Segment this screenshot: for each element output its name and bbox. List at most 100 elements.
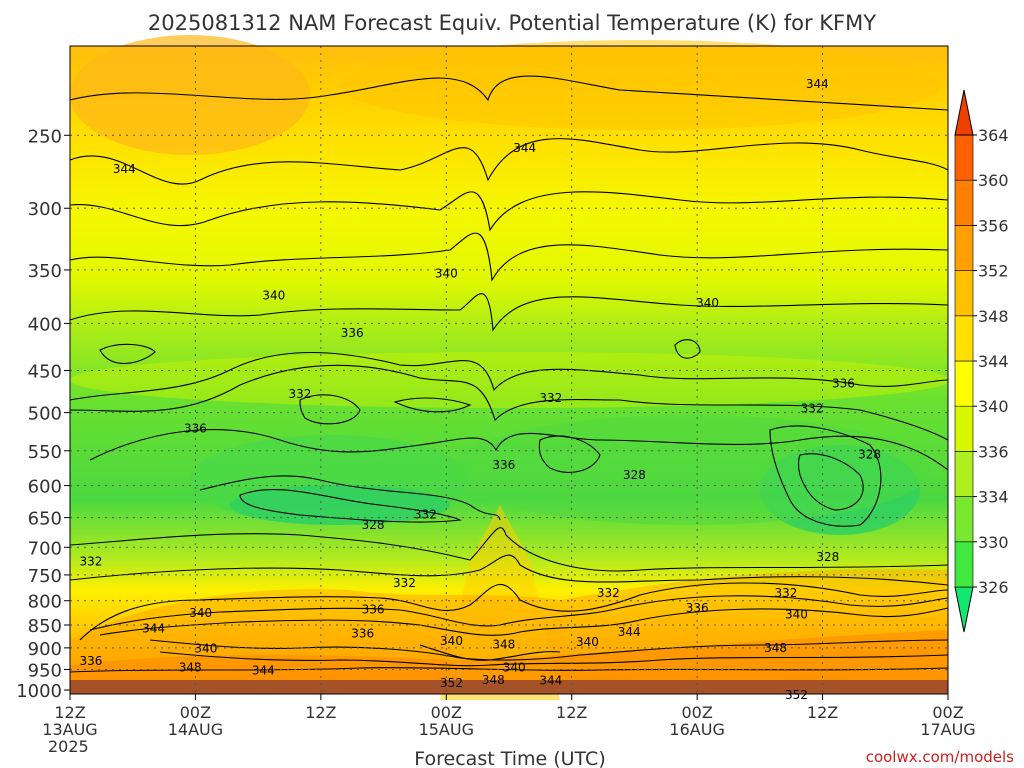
plot-area: 344 344 344 340 340 340 336 336 336 336 332 332 332 3… — [69, 35, 950, 702]
y-tick-label: 400 — [28, 314, 62, 335]
colorbar-tick-label: 360 — [978, 171, 1009, 190]
colorbar-segment — [954, 315, 974, 362]
x-tick-label: 17AUG — [920, 720, 975, 739]
contour-label: 340 — [576, 635, 599, 649]
contour-line — [69, 364, 949, 441]
y-tick-label: 650 — [28, 509, 62, 530]
colorbar-tick-label: 348 — [978, 307, 1009, 326]
x-axis-label: Forecast Time (UTC) — [414, 748, 605, 768]
y-tick-label: 550 — [28, 442, 62, 463]
colorbar-tick-label: 352 — [978, 262, 1009, 281]
contour-label: 344 — [806, 77, 829, 91]
contour-label: 336 — [79, 654, 102, 668]
contour-line — [393, 397, 472, 413]
contour-line — [89, 429, 949, 471]
x-tick-label: 15AUG — [419, 720, 474, 739]
terrain-band — [70, 680, 948, 694]
contour-label: 352 — [785, 688, 808, 702]
x-tick-label: 00Z — [431, 703, 462, 722]
contour-line — [199, 475, 501, 521]
contour-label: 332 — [393, 576, 416, 590]
contour-label: 328 — [816, 550, 839, 564]
colorbar-low-arrow — [954, 586, 974, 633]
x-tick-label: 13AUG — [42, 720, 97, 739]
contour-label: 352 — [440, 676, 463, 690]
contour-label: 344 — [142, 621, 165, 635]
x-tick-label: 14AUG — [168, 720, 223, 739]
contour-label: 332 — [597, 586, 620, 600]
contour-label: 336 — [351, 626, 374, 640]
y-tick-label: 450 — [28, 361, 62, 382]
y-tick-label: 250 — [28, 126, 62, 147]
y-tick-label: 700 — [28, 538, 62, 559]
contour-label: 336 — [832, 377, 855, 391]
contour-line — [419, 644, 561, 661]
x-tick-label: 12Z — [807, 703, 838, 722]
y-tick-label: 500 — [28, 404, 62, 425]
colorbar-tick-label: 336 — [978, 442, 1009, 461]
contour-label: 332 — [288, 387, 311, 401]
colorbar-tick-label: 330 — [978, 533, 1009, 552]
colorbar-tick-label: 364 — [978, 126, 1009, 145]
contour-label: 336 — [341, 326, 364, 340]
contour-line — [674, 339, 701, 359]
contour-label: 348 — [492, 637, 515, 651]
colorbar-segment — [954, 496, 974, 543]
contour-line — [69, 554, 949, 586]
x-tick-label: 16AUG — [669, 720, 724, 739]
contour-line — [69, 293, 949, 332]
contour-line — [69, 138, 949, 185]
colorbar-high-arrow — [954, 89, 974, 136]
y-tick-label: 750 — [28, 566, 62, 587]
x-tick-label: 12Z — [556, 703, 587, 722]
contour-label: 336 — [686, 601, 709, 615]
contour-line — [99, 607, 949, 636]
y-tick-label: 1000 — [16, 681, 62, 702]
contour-label: 340 — [262, 288, 285, 302]
colorbar-segment — [954, 225, 974, 271]
dry-slot-right — [450, 415, 930, 525]
gridlines — [70, 46, 948, 694]
contour-label: 340 — [194, 642, 217, 656]
contour-line — [69, 351, 949, 401]
colorbar-segment — [954, 179, 974, 226]
contour-label: 332 — [79, 554, 102, 568]
contour-label: 344 — [113, 162, 136, 176]
contour-line — [79, 582, 949, 641]
contour-label: 332 — [414, 508, 437, 522]
contour-line — [69, 667, 949, 673]
contour-label: 348 — [179, 660, 202, 674]
colorbar-segment — [954, 405, 974, 452]
contour-label: 336 — [362, 603, 385, 617]
x-tick-label: 00Z — [180, 703, 211, 722]
contour-line — [89, 595, 949, 631]
contour-label: 340 — [189, 606, 212, 620]
colorbar-segment — [954, 134, 974, 181]
contour-label: 332 — [775, 586, 798, 600]
x-tick-label: 00Z — [681, 703, 712, 722]
contour-line — [538, 435, 601, 473]
contour-label: 348 — [482, 673, 505, 687]
colorbar-tick-label: 344 — [978, 352, 1009, 371]
contour-label-layer: 344 344 344 340 340 340 336 336 336 336 332 332 332 3… — [79, 77, 881, 702]
contour-line — [99, 343, 156, 364]
contour-line — [299, 394, 361, 425]
x-tick-label: 12Z — [305, 703, 336, 722]
contour-label: 328 — [623, 468, 646, 482]
contour-label: 344 — [513, 141, 536, 155]
contour-label: 340 — [503, 660, 526, 674]
colorbar-segment — [954, 270, 974, 317]
y-tick-label: 600 — [28, 477, 62, 498]
y-tick-label: 350 — [28, 261, 62, 282]
colorbar: 326 330 334 336 340 344 348 352 356 360 364 — [954, 89, 1009, 633]
contour-label: 344 — [618, 625, 641, 639]
footer-credit: coolwx.com/models — [866, 748, 1014, 766]
colorbar-tick-label: 340 — [978, 397, 1009, 416]
contour-line — [69, 75, 949, 111]
contour-line — [159, 651, 949, 667]
contour-label: 340 — [785, 607, 808, 621]
contour-label: 336 — [492, 458, 515, 472]
colorbar-tick-label: 356 — [978, 216, 1009, 235]
